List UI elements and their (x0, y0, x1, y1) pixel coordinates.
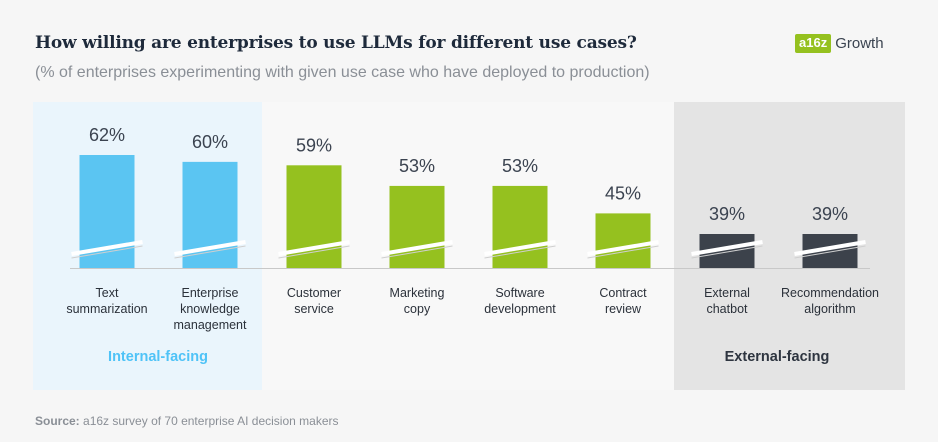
bar (595, 213, 651, 268)
category-label: Customer (287, 286, 341, 300)
logo-badge: a16z (795, 34, 832, 53)
chart-subtitle: (% of enterprises experimenting with giv… (35, 64, 650, 81)
axis-break-mark (381, 240, 453, 256)
axis-break-mark (278, 240, 350, 256)
category-label: algorithm (804, 302, 855, 316)
axis-break-line (484, 245, 556, 259)
bar (492, 185, 548, 268)
category-label: copy (404, 302, 431, 316)
axis-break-line (587, 245, 659, 259)
value-label: 39% (812, 204, 848, 224)
axis-break-mark (794, 240, 866, 256)
category-label: Marketing (390, 286, 445, 300)
axis-break-line (174, 245, 246, 259)
axis-break-mark (587, 240, 659, 256)
axis-break-line (381, 245, 453, 259)
value-label: 39% (709, 204, 745, 224)
source-note: Source: a16z survey of 70 enterprise AI … (35, 414, 339, 428)
category-label: Text (96, 286, 119, 300)
category-label: summarization (66, 302, 147, 316)
chart-title: How willing are enterprises to use LLMs … (35, 33, 637, 53)
a16z-growth-logo: a16z Growth (795, 34, 884, 53)
internal-facing-label: Internal-facing (108, 349, 208, 365)
axis-break-mark (691, 240, 763, 256)
axis-break-mark (71, 240, 143, 256)
category-label: chatbot (706, 302, 748, 316)
value-label: 53% (399, 156, 435, 176)
axis-break-mark (174, 240, 246, 256)
category-label: development (484, 302, 556, 316)
value-label: 62% (89, 125, 125, 145)
category-label: Recommendation (781, 286, 879, 300)
category-label: Enterprise (182, 286, 239, 300)
logo-text: Growth (835, 35, 884, 52)
bar (389, 185, 445, 268)
category-label: knowledge (180, 302, 240, 316)
axis-break-line (278, 245, 350, 259)
value-label: 59% (296, 135, 332, 155)
category-label: management (174, 318, 247, 332)
external-facing-label: External-facing (725, 349, 830, 365)
category-label: review (605, 302, 642, 316)
category-label: External (704, 286, 750, 300)
axis-break-line (691, 245, 763, 259)
category-label: service (294, 302, 334, 316)
category-label: Contract (599, 286, 647, 300)
value-label: 45% (605, 183, 641, 203)
axis-break-mark (484, 240, 556, 256)
value-label: 60% (192, 132, 228, 152)
axis-break-line (71, 245, 143, 259)
source-text: a16z survey of 70 enterprise AI decision… (83, 414, 339, 428)
source-label: Source: (35, 414, 80, 428)
axis-break-line (794, 245, 866, 259)
value-label: 53% (502, 156, 538, 176)
category-label: Software (495, 286, 544, 300)
